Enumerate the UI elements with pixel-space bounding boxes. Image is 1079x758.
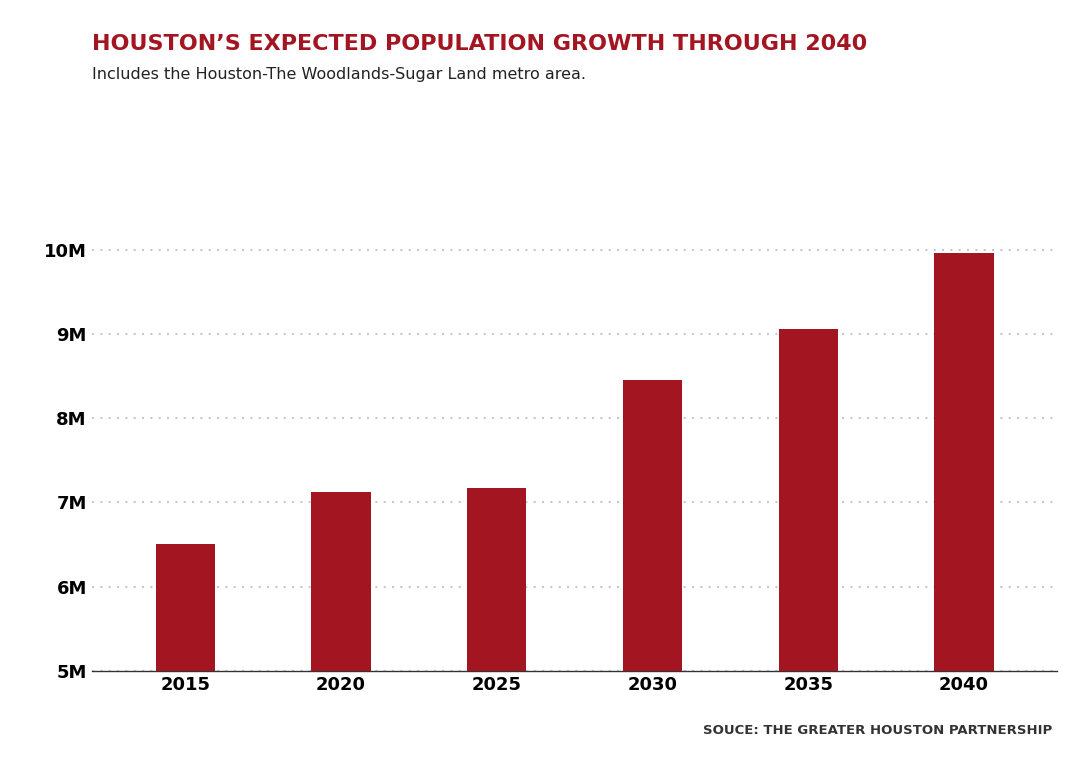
Text: Includes the Houston-The Woodlands-Sugar Land metro area.: Includes the Houston-The Woodlands-Sugar… bbox=[92, 67, 586, 82]
Bar bbox=[467, 488, 527, 758]
Bar bbox=[779, 329, 837, 758]
Bar bbox=[312, 492, 370, 758]
Bar bbox=[623, 381, 682, 758]
Bar bbox=[155, 544, 215, 758]
Text: SOUCE: THE GREATER HOUSTON PARTNERSHIP: SOUCE: THE GREATER HOUSTON PARTNERSHIP bbox=[702, 724, 1052, 737]
Text: HOUSTON’S EXPECTED POPULATION GROWTH THROUGH 2040: HOUSTON’S EXPECTED POPULATION GROWTH THR… bbox=[92, 34, 866, 54]
Bar bbox=[934, 253, 994, 758]
